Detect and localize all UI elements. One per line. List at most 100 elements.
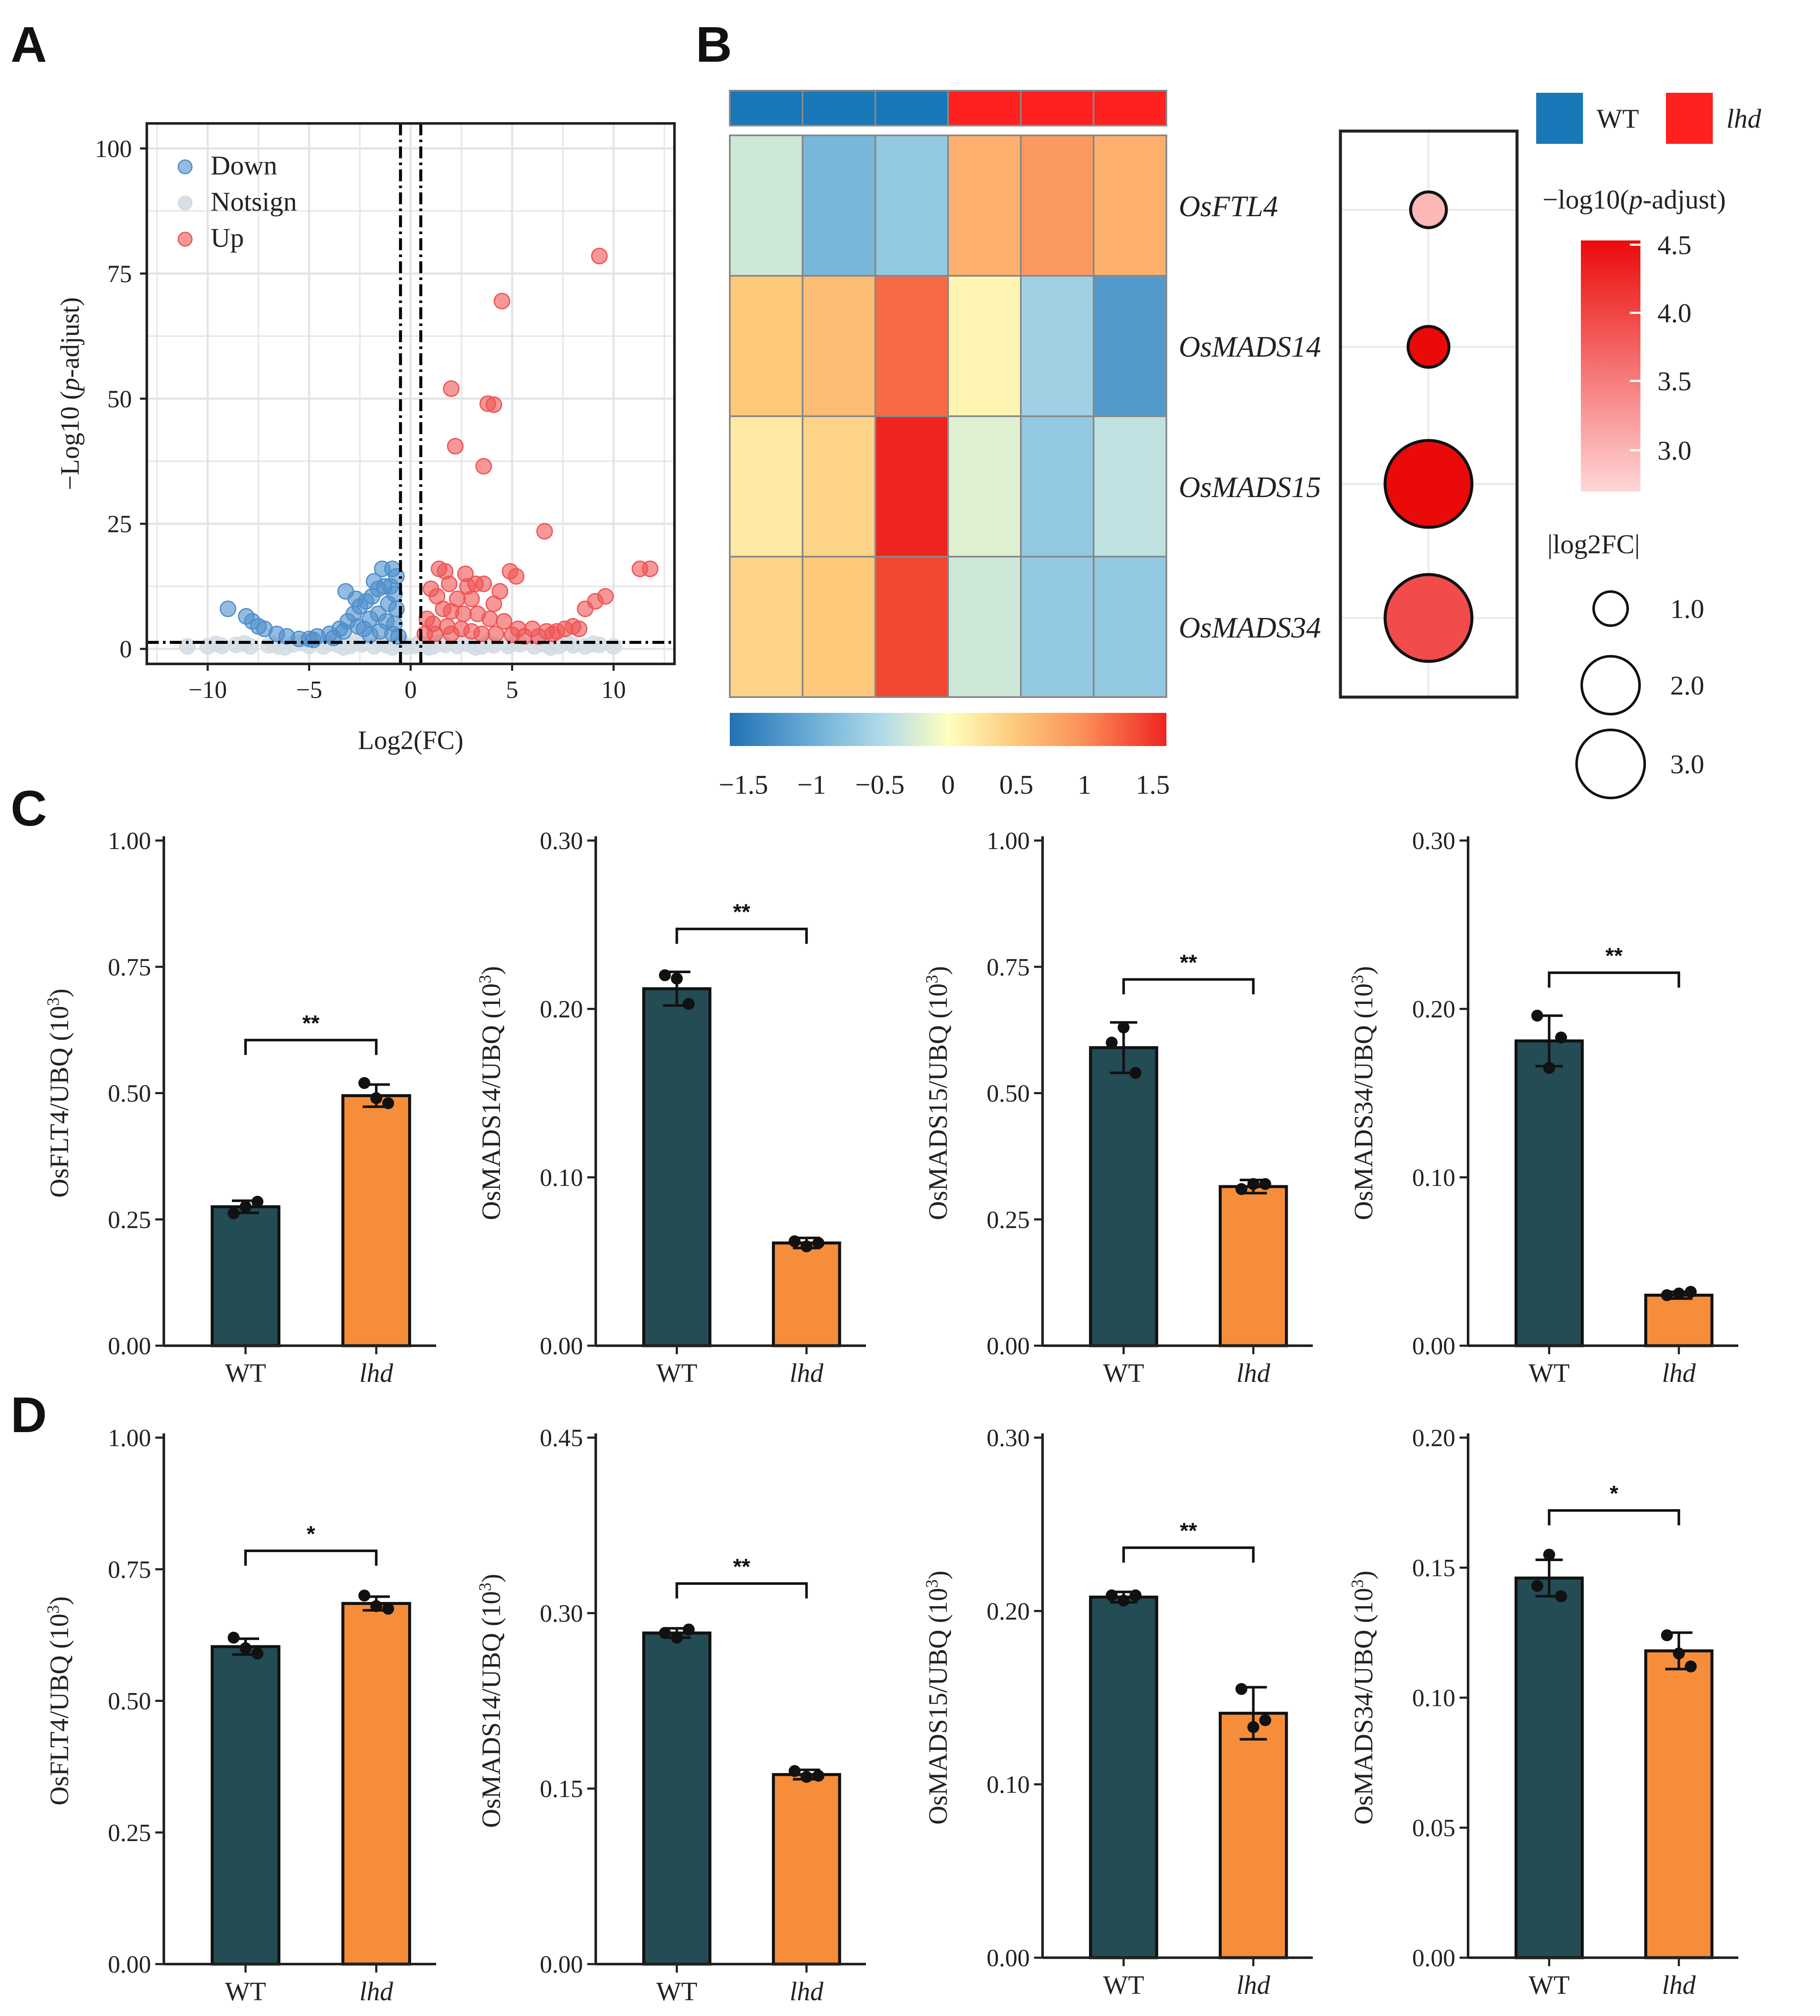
- point-down: [220, 601, 237, 618]
- replicate-point: [1673, 1287, 1685, 1300]
- y-tick-label: 0.15: [1412, 1554, 1456, 1582]
- y-tick-label: 0.10: [987, 1771, 1030, 1799]
- color-legend-title: −log10(p-adjust): [1543, 184, 1726, 214]
- color-scale-tick: 0.5: [999, 769, 1033, 800]
- significance-label: *: [306, 1522, 315, 1547]
- y-axis-title: OsFLT4/UBQ (103): [43, 989, 74, 1198]
- y-tick-label: 0.30: [540, 1599, 583, 1627]
- replicate-point: [1129, 1067, 1142, 1079]
- qpcr-bar-charts-c: 0.00 0.25 0.50 0.75 1.00 WT lhd ** OsFLT4/UBQ (1…: [43, 827, 1738, 1388]
- x-tick-label: lhd: [1237, 1971, 1271, 2000]
- legend-swatch-wt: [1536, 93, 1583, 144]
- heatmap-cell: [947, 275, 1022, 417]
- replicate-point: [1531, 1580, 1543, 1592]
- significance-label: **: [1606, 944, 1623, 969]
- replicate-point: [1247, 1178, 1260, 1190]
- y-tick-label: 1.00: [987, 827, 1030, 855]
- y-tick-label: 0.75: [108, 953, 151, 981]
- point-up: [491, 583, 509, 600]
- color-scale-tick: 1.5: [1136, 769, 1170, 800]
- x-tick-label: WT: [1103, 1359, 1144, 1388]
- replicate-point: [1106, 1589, 1118, 1601]
- y-tick-label: 0.20: [540, 995, 583, 1023]
- point-down: [347, 590, 364, 607]
- y-tick-label: 0.50: [108, 1080, 151, 1107]
- color-legend-tick-label: 3.5: [1657, 366, 1691, 396]
- replicate-point: [812, 1237, 825, 1249]
- color-legend-tick-label: 4.5: [1657, 230, 1691, 260]
- y-tick-label: 0.25: [987, 1206, 1030, 1233]
- y-tick-label: 0.75: [987, 953, 1030, 981]
- point-down: [390, 628, 407, 645]
- heatmap-row-label: OsFTL4: [1179, 190, 1278, 223]
- replicate-point: [251, 1647, 263, 1660]
- replicate-point: [370, 1092, 383, 1104]
- point-up: [441, 575, 458, 592]
- replicate-point: [1531, 1009, 1543, 1022]
- x-tick-label: WT: [656, 1977, 697, 2006]
- replicate-point: [1685, 1286, 1697, 1298]
- qpcr-bar-charts-d: 0.00 0.25 0.50 0.75 1.00 WT lhd * OsFLT4/UBQ (10…: [43, 1424, 1738, 2006]
- y-axis-title: −Log10 (p-adjust): [56, 297, 85, 490]
- y-tick-label: 100: [95, 135, 132, 163]
- color-scale-tick: 0: [941, 769, 955, 800]
- panel-label-d: D: [11, 1387, 47, 1443]
- heatmap-cell: [874, 134, 949, 277]
- bar: [642, 1631, 711, 1966]
- x-tick-label: lhd: [790, 1977, 824, 2006]
- y-axis-title-gene: OsMADS14/UBQ (10: [477, 984, 506, 1220]
- y-tick-label: 0.00: [1412, 1944, 1456, 1972]
- point-up: [508, 568, 525, 585]
- size-legend-title: |log2FC|: [1547, 529, 1640, 559]
- bar-chart-D2: 0.00 0.15 0.30 0.45 WT lhd ** OsMADS14/UBQ (103…: [475, 1424, 866, 2006]
- y-tick-label: 0.30: [1412, 827, 1456, 855]
- size-legend-circle: [1575, 729, 1646, 799]
- y-tick-label: 0.00: [987, 1944, 1030, 1972]
- heatmap-cell: [802, 275, 876, 417]
- y-axis-title-close: ): [477, 1574, 506, 1583]
- y-axis-title-close: ): [1349, 966, 1378, 975]
- replicate-point: [659, 969, 671, 981]
- significance-bracket: [1122, 1546, 1255, 1563]
- color-legend-tick-label: 4.0: [1657, 298, 1691, 328]
- x-tick-label: WT: [1103, 1971, 1144, 2000]
- bar: [1219, 1712, 1288, 1959]
- replicate-point: [1259, 1178, 1271, 1190]
- y-axis-title-gene: OsFLT4/UBQ (10: [45, 1613, 74, 1805]
- heatmap-cell: [729, 556, 803, 698]
- y-tick-label: 0.00: [1412, 1332, 1456, 1360]
- size-legend-label: 1.0: [1670, 594, 1704, 624]
- replicate-point: [683, 998, 695, 1010]
- y-axis-title: OsFLT4/UBQ (103): [43, 1596, 74, 1805]
- replicate-point: [240, 1201, 251, 1213]
- legend-label-lhd: lhd: [1726, 103, 1762, 134]
- significance-bracket: [1548, 971, 1680, 988]
- replicate-point: [1555, 1590, 1567, 1602]
- panel-label-c: C: [11, 781, 47, 837]
- heatmap-cell: [1093, 556, 1167, 698]
- y-axis-title-gene: OsMADS34/UBQ (10: [1349, 1588, 1378, 1824]
- color-scale-tick: −1.5: [719, 769, 768, 800]
- legend-label: Notsign: [211, 186, 297, 217]
- point-up: [426, 625, 443, 642]
- point-up: [443, 625, 460, 642]
- y-tick-label: 0.10: [540, 1164, 583, 1191]
- legend-swatch-lhd: [1666, 93, 1713, 144]
- bar: [1644, 1293, 1714, 1347]
- bar: [1644, 1649, 1714, 1959]
- replicate-point: [1543, 1062, 1555, 1074]
- x-tick-label: 10: [601, 676, 626, 703]
- group-annotation-cell: [874, 90, 949, 126]
- bar-chart-C4: 0.00 0.10 0.20 0.30 WT lhd ** OsMADS34/UBQ (103…: [1348, 827, 1738, 1388]
- y-axis-title-superscript: 3: [1348, 1579, 1367, 1588]
- point-up: [494, 292, 511, 309]
- heatmap-cell: [802, 556, 876, 698]
- legend-marker: [177, 195, 193, 211]
- heatmap-cell: [1020, 556, 1094, 698]
- significance-label: **: [733, 900, 751, 925]
- bar: [341, 1602, 411, 1966]
- legend-marker: [177, 159, 193, 174]
- heatmap: OsFTL4 OsMADS14 OsMADS15 OsMADS34 −1.5 −1 −0.5…: [719, 90, 1762, 800]
- heatmap-cell: [874, 556, 949, 698]
